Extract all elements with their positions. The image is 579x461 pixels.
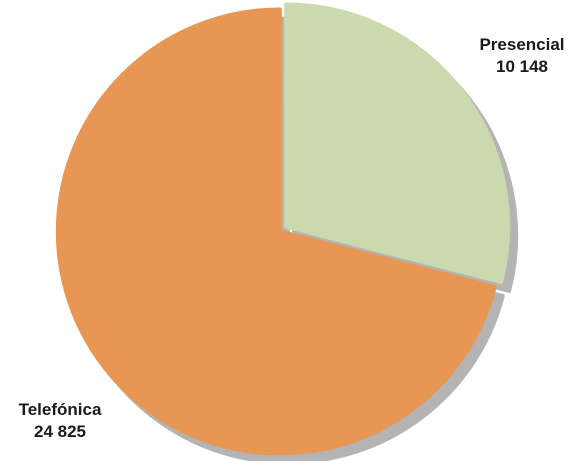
slice-label-presencial: Presencial 10 148 bbox=[466, 34, 578, 78]
slice-label-telefonica-name: Telefónica bbox=[18, 400, 102, 419]
slice-label-presencial-name: Presencial bbox=[479, 35, 565, 54]
slice-label-presencial-value: 10 148 bbox=[496, 57, 548, 76]
slice-telefonica bbox=[55, 7, 497, 456]
slice-presencial bbox=[284, 2, 511, 284]
slice-label-telefonica: Telefónica 24 825 bbox=[0, 399, 120, 443]
slices bbox=[55, 2, 511, 456]
slice-label-telefonica-value: 24 825 bbox=[34, 422, 86, 441]
